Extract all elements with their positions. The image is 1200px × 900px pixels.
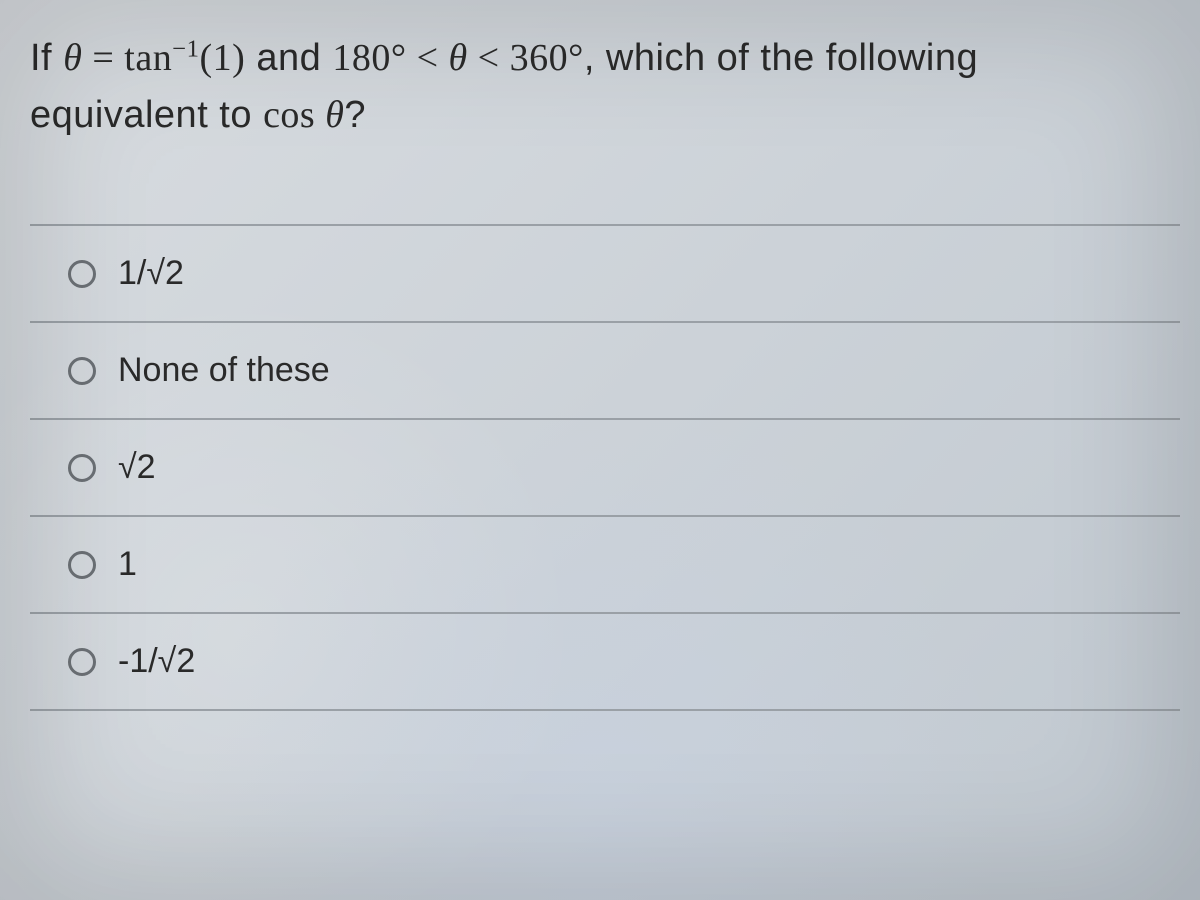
option-label-d: 1	[118, 545, 137, 584]
option-label-b: None of these	[118, 351, 330, 390]
tan-text: tan	[124, 37, 172, 79]
option-b[interactable]: None of these	[30, 323, 1180, 420]
option-d[interactable]: 1	[30, 517, 1180, 614]
radio-icon	[68, 551, 96, 579]
which-text: , which of the following	[584, 37, 978, 79]
text-if: If	[30, 37, 63, 79]
theta-symbol-2: θ	[449, 37, 468, 79]
option-label-a: 1/√2	[118, 254, 184, 293]
theta-symbol: θ	[63, 37, 82, 79]
equals-sign: =	[82, 37, 124, 79]
radio-icon	[68, 357, 96, 385]
inverse-superscript: −1	[172, 35, 199, 62]
cos-text: cos	[263, 94, 325, 136]
option-c[interactable]: √2	[30, 420, 1180, 517]
angle-180: 180°	[332, 37, 406, 79]
angle-360: 360°	[510, 37, 584, 79]
question-line-1: If θ = tan−1(1) and 180° < θ < 360°, whi…	[30, 37, 978, 79]
radio-icon	[68, 648, 96, 676]
option-e[interactable]: -1/√2	[30, 614, 1180, 711]
quiz-container: If θ = tan−1(1) and 180° < θ < 360°, whi…	[0, 0, 1200, 731]
radio-icon	[68, 260, 96, 288]
options-list: 1/√2 None of these √2 1 -1/√2	[30, 224, 1180, 711]
question-mark: ?	[344, 94, 366, 136]
option-a[interactable]: 1/√2	[30, 226, 1180, 323]
question-line-2: equivalent to cos θ?	[30, 94, 366, 136]
question-text: If θ = tan−1(1) and 180° < θ < 360°, whi…	[30, 30, 1180, 144]
tan-argument: (1)	[200, 37, 246, 79]
equivalent-text: equivalent to	[30, 94, 263, 136]
radio-icon	[68, 454, 96, 482]
option-label-e: -1/√2	[118, 642, 195, 681]
theta-symbol-3: θ	[325, 94, 344, 136]
less-than-1: <	[407, 37, 449, 79]
and-text: and	[245, 37, 332, 79]
less-than-2: <	[468, 37, 510, 79]
option-label-c: √2	[118, 448, 156, 487]
